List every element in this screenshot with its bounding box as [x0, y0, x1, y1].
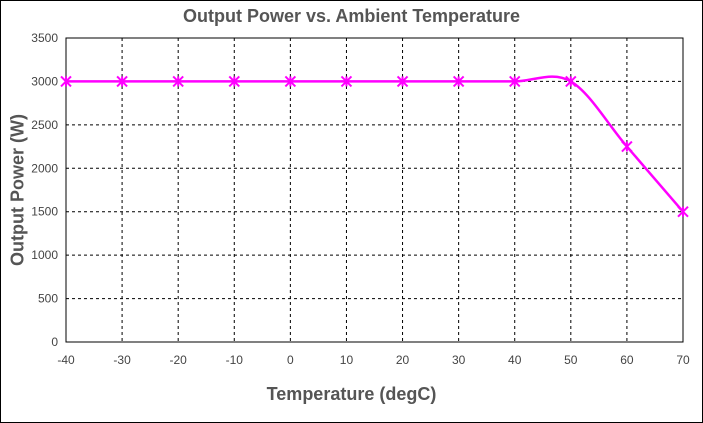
x-tick-label: 0: [287, 353, 294, 367]
y-tick-labels: 0 500 1000 1500 2000 2500 3000 3500: [31, 31, 58, 349]
y-tick-label: 1500: [31, 205, 58, 219]
x-tick-label: 50: [564, 353, 578, 367]
x-tick-label: -10: [226, 353, 244, 367]
chart-title: Output Power vs. Ambient Temperature: [182, 6, 521, 26]
data-point-star-marker: [340, 75, 353, 88]
data-point-star-marker: [116, 75, 128, 88]
series-line: [65, 75, 684, 213]
grid: [66, 38, 683, 342]
data-point-star-marker: [284, 75, 297, 88]
x-tick-label: -40: [57, 353, 75, 367]
data-point-star-marker: [172, 75, 184, 88]
data-point-star-marker: [60, 75, 72, 88]
x-tick-labels: -40 -30 -20 -10 0 10 20 30 40 50 60 70: [57, 353, 690, 367]
x-tick-label: -30: [113, 353, 131, 367]
x-tick-label: -20: [170, 353, 188, 367]
data-point-star-marker: [396, 75, 409, 88]
y-tick-label: 2500: [31, 118, 58, 132]
x-tick-label: 10: [340, 353, 354, 367]
x-tick-label: 30: [452, 353, 466, 367]
x-tick-label: 40: [508, 353, 522, 367]
y-tick-label: 500: [38, 292, 58, 306]
y-tick-label: 3500: [31, 31, 58, 45]
x-axis-label: Temperature (degC): [266, 384, 437, 404]
data-point-star-marker: [621, 140, 633, 153]
data-point-star-marker: [565, 75, 577, 88]
x-tick-label: 20: [396, 353, 410, 367]
series-group: [60, 75, 689, 218]
y-tick-label: 2000: [31, 161, 58, 175]
data-point-star-marker: [509, 75, 521, 88]
x-tick-label: 60: [620, 353, 634, 367]
y-tick-label: 3000: [31, 74, 58, 88]
plot-area: [65, 37, 684, 343]
data-point-star-marker: [228, 75, 240, 88]
data-point-star-marker: [452, 75, 465, 88]
x-tick-label: 70: [676, 353, 690, 367]
y-tick-label: 1000: [31, 248, 58, 262]
data-point-star-marker: [677, 206, 689, 218]
y-tick-label: 0: [51, 335, 58, 349]
